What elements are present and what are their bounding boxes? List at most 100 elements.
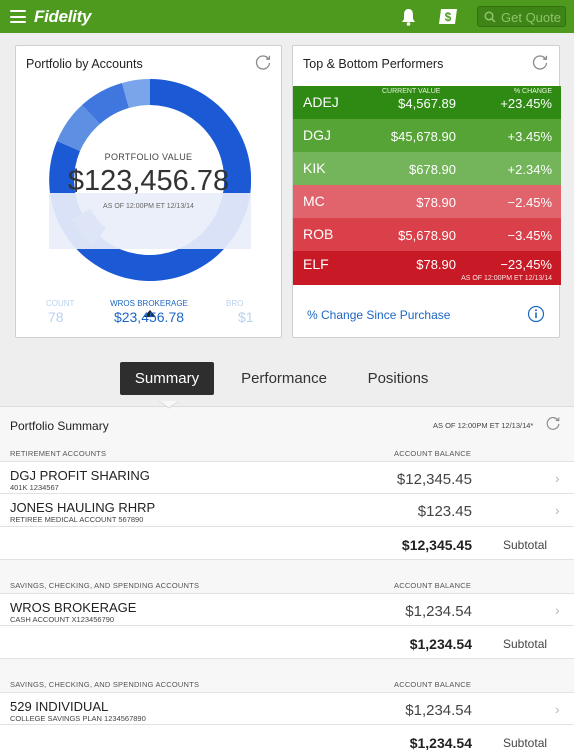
chevron-right-icon[interactable]: › (555, 470, 560, 486)
subtotal-label: Subtotal (503, 538, 548, 552)
refresh-icon[interactable] (530, 52, 550, 72)
selected-account-value: $23,456.78 (113, 309, 185, 325)
donut-segment-b (82, 83, 129, 124)
account-number: COLLEGE SAVINGS PLAN 1234567890 (10, 714, 146, 723)
performer-value: $678.90 (409, 162, 456, 177)
portfolio-summary-panel: Portfolio Summary AS OF 12:00PM ET 12/13… (0, 401, 574, 750)
top-bottom-performers-card: Top & Bottom Performers CURRENT VALUE % … (292, 45, 561, 338)
portfolio-by-accounts-card: Portfolio by Accounts PORTFOLIO VALUE $1… (15, 45, 282, 338)
portfolio-as-of: AS OF 12:00PM ET 12/13/14 (103, 203, 194, 210)
section-label: SAVINGS, CHECKING, AND SPENDING ACCOUNTS (10, 581, 200, 590)
menu-icon[interactable] (10, 10, 26, 23)
card-title: Portfolio by Accounts (26, 57, 143, 71)
performers-as-of: AS OF 12:00PM ET 12/13/14 (461, 275, 552, 282)
account-balance: $1,234.54 (405, 603, 472, 620)
performer-symbol: ROB (303, 226, 334, 242)
prev-account-label[interactable]: COUNT (46, 299, 75, 308)
account-name: DGJ PROFIT SHARING (10, 468, 150, 483)
performer-symbol: ELF (303, 256, 329, 272)
performer-change: −2.45% (507, 195, 552, 210)
section-label: RETIREMENT ACCOUNTS (10, 449, 107, 458)
chevron-right-icon[interactable]: › (555, 701, 560, 717)
bell-icon[interactable] (400, 8, 417, 26)
account-name: JONES HAULING RHRP (10, 500, 156, 515)
performer-row-kik[interactable]: KIK $678.90 +2.34% (293, 152, 561, 185)
account-name: WROS BROKERAGE (10, 600, 137, 615)
account-row[interactable]: DGJ PROFIT SHARING 401K 1234567 $12,345.… (0, 461, 574, 494)
tab-performance[interactable]: Performance (241, 370, 327, 387)
account-number: CASH ACCOUNT X123456790 (10, 615, 115, 624)
quote-icon[interactable]: $ (438, 8, 458, 25)
performer-symbol: DGJ (303, 127, 331, 143)
next-account-value: $1 (238, 309, 254, 325)
selector-pointer-icon (144, 310, 156, 317)
account-balance-header: ACCOUNT BALANCE (394, 581, 472, 590)
account-balance-header: ACCOUNT BALANCE (394, 680, 472, 689)
account-balance: $12,345.45 (396, 471, 472, 488)
account-balance-header: ACCOUNT BALANCE (394, 449, 472, 458)
subtotal-label: Subtotal (503, 736, 548, 750)
portfolio-value: $123,456.78 (67, 165, 230, 197)
tab-positions[interactable]: Positions (367, 370, 429, 387)
performer-change: −3.45% (507, 228, 552, 243)
summary-title: Portfolio Summary (10, 419, 109, 433)
current-value-header: CURRENT VALUE (382, 88, 441, 95)
performer-value: $78.90 (416, 257, 456, 272)
donut-segment-c (122, 79, 150, 108)
subtotal-row: $12,345.45 Subtotal (0, 527, 574, 560)
info-icon[interactable] (527, 305, 545, 323)
performer-change: +2.34% (507, 162, 552, 177)
donut-segment-a (57, 105, 100, 151)
performer-symbol: MC (303, 193, 325, 209)
get-quote-field[interactable]: Get Quote (477, 6, 566, 27)
search-icon (484, 11, 496, 23)
section-label: SAVINGS, CHECKING, AND SPENDING ACCOUNTS (10, 680, 200, 689)
subtotal-row: $1,234.54 Subtotal (0, 725, 574, 750)
percent-change-since-purchase-link[interactable]: % Change Since Purchase (307, 308, 451, 322)
account-balance: $1,234.54 (405, 702, 472, 719)
svg-text:$: $ (445, 10, 452, 24)
tab-summary[interactable]: Summary (120, 362, 214, 395)
portfolio-value-label: PORTFOLIO VALUE (104, 152, 193, 162)
performer-value: $78.90 (416, 195, 456, 210)
chevron-right-icon[interactable]: › (555, 502, 560, 518)
subtotal-label: Subtotal (503, 637, 548, 651)
performer-change: +23.45% (500, 96, 552, 111)
performer-symbol: ADEJ (303, 94, 339, 110)
performer-change: +3.45% (507, 129, 552, 144)
portfolio-donut-chart[interactable] (49, 79, 251, 319)
account-name: 529 INDIVIDUAL (10, 699, 109, 714)
prev-account-value: 78 (48, 309, 64, 325)
refresh-icon[interactable] (253, 52, 273, 72)
summary-as-of: AS OF 12:00PM ET 12/13/14* (433, 421, 534, 430)
card-title: Top & Bottom Performers (303, 57, 444, 71)
account-row[interactable]: WROS BROKERAGE CASH ACCOUNT X123456790 $… (0, 593, 574, 626)
next-account-label[interactable]: BRO (226, 299, 244, 308)
subtotal-value: $12,345.45 (401, 537, 472, 553)
subtotal-row: $1,234.54 Subtotal (0, 626, 574, 659)
selected-account-label[interactable]: WROS BROKERAGE (110, 299, 188, 308)
performer-row-rob[interactable]: ROB $5,678.90 −3.45% (293, 218, 561, 251)
percent-change-header: % CHANGE (513, 88, 552, 95)
fidelity-logo[interactable]: Fidelity (34, 7, 92, 26)
performer-row-adej[interactable]: CURRENT VALUE % CHANGE ADEJ $4,567.89 +2… (293, 86, 561, 119)
account-balance: $123.45 (417, 503, 472, 520)
account-number: RETIREE MEDICAL ACCOUNT 567890 (10, 515, 144, 524)
performer-row-dgj[interactable]: DGJ $45,678.90 +3.45% (293, 119, 561, 152)
tab-pointer-icon (159, 401, 179, 409)
performer-row-elf[interactable]: ELF $78.90 −23,45% AS OF 12:00PM ET 12/1… (293, 251, 561, 285)
account-row[interactable]: JONES HAULING RHRP RETIREE MEDICAL ACCOU… (0, 494, 574, 527)
performer-value: $5,678.90 (398, 228, 456, 243)
performer-row-mc[interactable]: MC $78.90 −2.45% (293, 185, 561, 218)
account-row[interactable]: 529 INDIVIDUAL COLLEGE SAVINGS PLAN 1234… (0, 692, 574, 725)
subtotal-value: $1,234.54 (409, 735, 472, 750)
performer-value: $4,567.89 (398, 96, 456, 111)
performer-value: $45,678.90 (390, 129, 456, 144)
performer-change: −23,45% (500, 257, 552, 272)
refresh-icon[interactable] (544, 414, 562, 432)
chevron-right-icon[interactable]: › (555, 602, 560, 618)
subtotal-value: $1,234.54 (409, 636, 472, 652)
top-bar: Fidelity $ Get Quote (0, 0, 574, 33)
account-number: 401K 1234567 (10, 483, 59, 492)
get-quote-placeholder: Get Quote (501, 10, 561, 25)
